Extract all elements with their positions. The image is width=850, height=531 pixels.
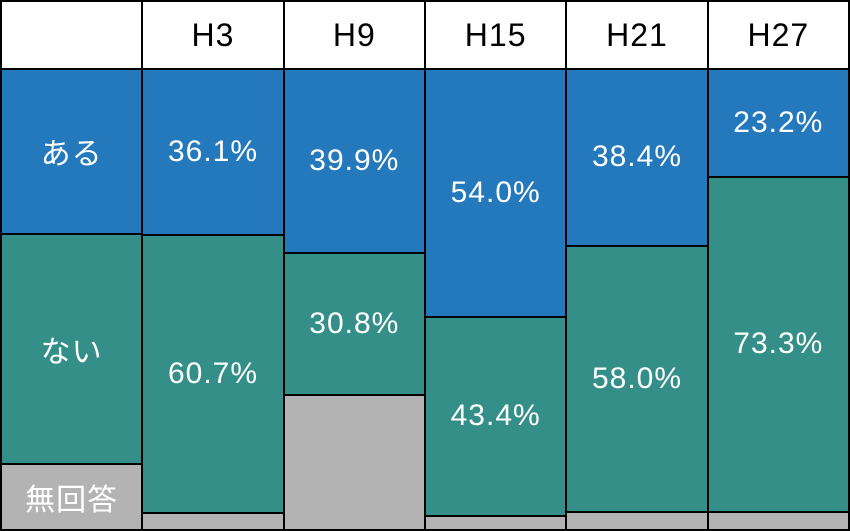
segment-aru-H15: 54.0% [425, 70, 566, 316]
segment-mukaitou-H15 [425, 517, 566, 529]
segment-nai-H21: 58.0% [567, 246, 707, 511]
chart-column-H15: H15 54.0% 43.4% [425, 2, 566, 529]
segment-aru-H3: 36.1% [143, 70, 283, 235]
segment-nai-H27: 73.3% [708, 177, 848, 512]
column-header-H27: H27 [708, 2, 848, 68]
legend-label-aru: ある [2, 70, 142, 233]
segment-aru-H21: 38.4% [567, 70, 707, 245]
column-header-H21: H21 [567, 2, 707, 68]
segment-mukaitou-H27 [708, 513, 848, 529]
chart-column-H3: H3 36.1% 60.7% [143, 2, 283, 529]
column-bars-H9: 39.9% 30.8% [284, 70, 424, 529]
column-header-H15: H15 [425, 2, 566, 68]
column-bars-H3: 36.1% 60.7% [143, 70, 283, 529]
segment-nai-H9: 30.8% [284, 253, 424, 394]
column-bars-H27: 23.2% 73.3% [708, 70, 848, 529]
segment-mukaitou-H9 [284, 395, 424, 529]
chart-column-H9: H9 39.9% 30.8% [284, 2, 424, 529]
legend-column: ある ない 無回答 [2, 2, 142, 529]
segment-aru-H27: 23.2% [708, 70, 848, 176]
segment-mukaitou-H21 [567, 512, 707, 529]
segment-mukaitou-H3 [143, 514, 283, 529]
segment-nai-H3: 60.7% [143, 236, 283, 513]
column-bars-H21: 38.4% 58.0% [567, 70, 707, 529]
segment-nai-H15: 43.4% [425, 317, 566, 516]
chart-column-H27: H27 23.2% 73.3% [708, 2, 848, 529]
legend-label-mukaitou: 無回答 [2, 465, 142, 529]
legend-header-cell [2, 2, 142, 68]
column-bars-H15: 54.0% 43.4% [425, 70, 566, 529]
column-header-H9: H9 [284, 2, 424, 68]
segment-aru-H9: 39.9% [284, 70, 424, 252]
legend-label-nai: ない [2, 234, 142, 464]
column-header-H3: H3 [143, 2, 283, 68]
legend-rows: ある ない 無回答 [2, 70, 142, 529]
chart-column-H21: H21 38.4% 58.0% [567, 2, 707, 529]
